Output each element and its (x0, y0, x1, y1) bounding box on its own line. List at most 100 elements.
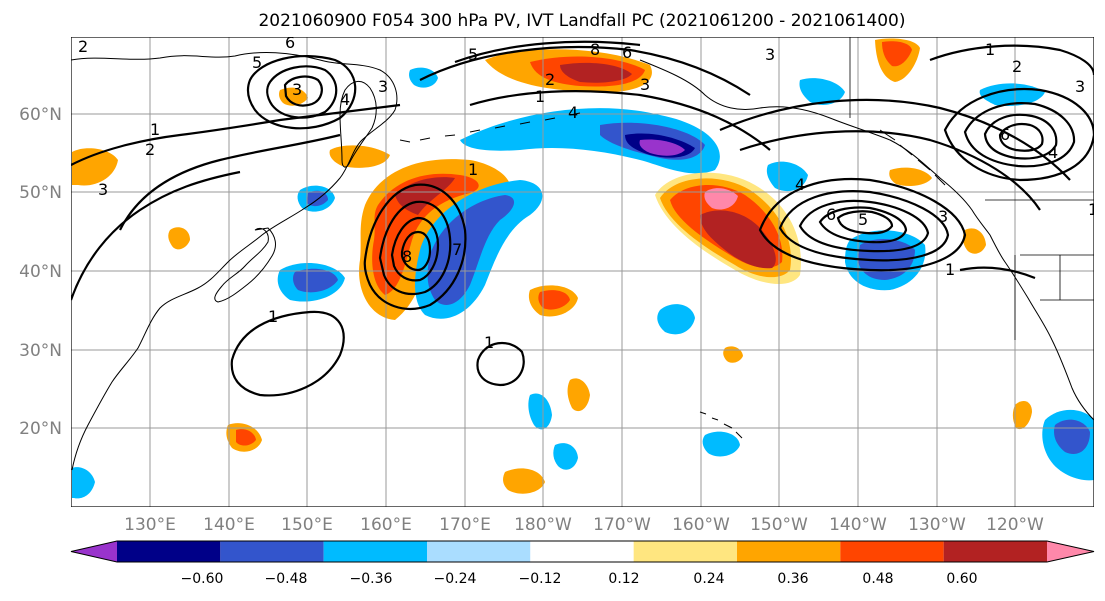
us-state-lines (1014, 254, 1094, 340)
contour-label: 3 (292, 80, 302, 99)
colorbar-tick-label: −0.48 (265, 571, 308, 587)
colorbar-tick-label: 0.12 (608, 571, 639, 587)
positive-anomaly-region (538, 290, 570, 310)
lat-label: 50°N (19, 183, 62, 203)
positive-anomaly-region (1012, 400, 1032, 430)
contour-label: 2 (1012, 57, 1022, 76)
contour-label: 8 (402, 247, 412, 266)
pv-contour (758, 178, 967, 272)
pv-contour (390, 216, 440, 282)
contour-label: 4 (340, 90, 350, 109)
pv-contour (419, 46, 751, 96)
colorbar-tick-label: −0.12 (519, 571, 562, 587)
pv-contour (963, 102, 1076, 168)
lon-label: 180°W (514, 515, 572, 535)
positive-anomaly-region (889, 167, 932, 186)
pv-contour (230, 310, 345, 397)
contour-label: 6 (1000, 125, 1010, 144)
contour-label: 1 (150, 120, 160, 139)
pv-contour (998, 122, 1044, 152)
colorbar-tick-label: 0.60 (946, 571, 977, 587)
negative-anomaly-region (72, 467, 95, 499)
colorbar-swatch (840, 541, 944, 562)
contour-label: 1 (985, 40, 995, 59)
pv-contour (929, 44, 1094, 76)
negative-anomaly-region (427, 195, 515, 305)
pv-contour (476, 341, 525, 387)
contour-label: 1 (468, 160, 478, 179)
pv-contour (283, 75, 323, 107)
pv-contour (378, 200, 452, 296)
colorbar-swatch (1047, 541, 1094, 562)
figure-title: 2021060900 F054 300 hPa PV, IVT Landfall… (258, 11, 905, 31)
positive-anomaly-region (372, 173, 479, 295)
bc-islands (879, 129, 946, 186)
lat-label: 60°N (19, 105, 62, 125)
lon-label: 130°E (124, 515, 176, 535)
contour-label: 1 (484, 333, 494, 352)
longitude-labels: 130°E 140°E 150°E 160°E 170°E 180°W 170°… (124, 515, 1044, 535)
political-borders (849, 37, 1094, 340)
colorbar-outline (70, 540, 1095, 563)
lon-label: 170°E (439, 515, 491, 535)
lon-label: 160°W (672, 515, 730, 535)
colorbar-swatch (323, 541, 427, 562)
pv-contour (798, 199, 930, 253)
contour-label: 6 (622, 43, 632, 62)
colorbar-swatch (71, 541, 117, 562)
pv-contour (363, 183, 467, 310)
positive-anomaly-region (503, 468, 545, 494)
negative-anomaly-region (799, 78, 845, 105)
negative-anomaly-region (639, 139, 685, 156)
pv-contour (400, 230, 432, 272)
negative-anomaly-region (553, 443, 578, 470)
japan-coastline (214, 227, 276, 303)
positive-anomaly-region (704, 188, 738, 210)
negative-anomaly-region (766, 161, 808, 192)
pv-contour (739, 130, 1041, 211)
pv-contour (454, 40, 641, 64)
alaska-coastline (639, 59, 1094, 421)
negative-anomaly-region (460, 108, 720, 174)
negative-anomaly-region (702, 431, 740, 457)
pv-contours (71, 40, 1094, 397)
contour-label: 3 (1075, 77, 1085, 96)
lon-label: 150°W (750, 515, 808, 535)
contour-label: 5 (252, 53, 262, 72)
colorbar-tick-label: −0.60 (181, 571, 224, 587)
contour-label: 4 (795, 175, 805, 194)
positive-anomaly-region (700, 210, 776, 269)
negative-anomaly-region (657, 304, 695, 335)
contour-label: 2 (78, 37, 88, 56)
contour-label: 5 (468, 45, 478, 64)
pv-contour (959, 266, 1036, 280)
colorbar: −0.60 −0.48 −0.36 −0.24 −0.12 0.12 0.24 … (70, 540, 1095, 587)
contour-labels: 2 6 5 3 4 3 1 2 3 8 6 5 3 1 2 3 4 1 8 7 … (78, 37, 1098, 352)
contour-label: 5 (858, 210, 868, 229)
pv-contour (71, 103, 401, 166)
colorbar-swatch (737, 541, 841, 562)
contour-label: 8 (590, 40, 600, 59)
contour-label: 3 (640, 75, 650, 94)
contour-label: 1 (1088, 200, 1098, 219)
positive-anomaly-region (560, 62, 632, 83)
colorbar-swatches (70, 540, 1095, 563)
contour-label: 3 (378, 77, 388, 96)
lon-label: 140°W (829, 515, 887, 535)
positive-anomaly-region (723, 346, 743, 363)
kamchatka-coastline (339, 81, 377, 168)
negative-anomaly-region (293, 268, 338, 293)
contour-label: 1 (268, 307, 278, 326)
pv-contour (71, 170, 241, 301)
lat-label: 30°N (19, 341, 62, 361)
positive-anomaly-region (567, 378, 590, 412)
contour-label: 6 (826, 205, 836, 224)
lon-label: 130°W (908, 515, 966, 535)
colorbar-tick-label: 0.36 (777, 571, 808, 587)
colorbar-tick-label: 0.24 (693, 571, 724, 587)
lon-label: 150°E (281, 515, 333, 535)
contour-label: 7 (452, 240, 462, 259)
colorbar-tick-label: −0.36 (350, 571, 393, 587)
lon-label: 170°W (593, 515, 651, 535)
colorbar-tick-label: 0.48 (862, 571, 893, 587)
